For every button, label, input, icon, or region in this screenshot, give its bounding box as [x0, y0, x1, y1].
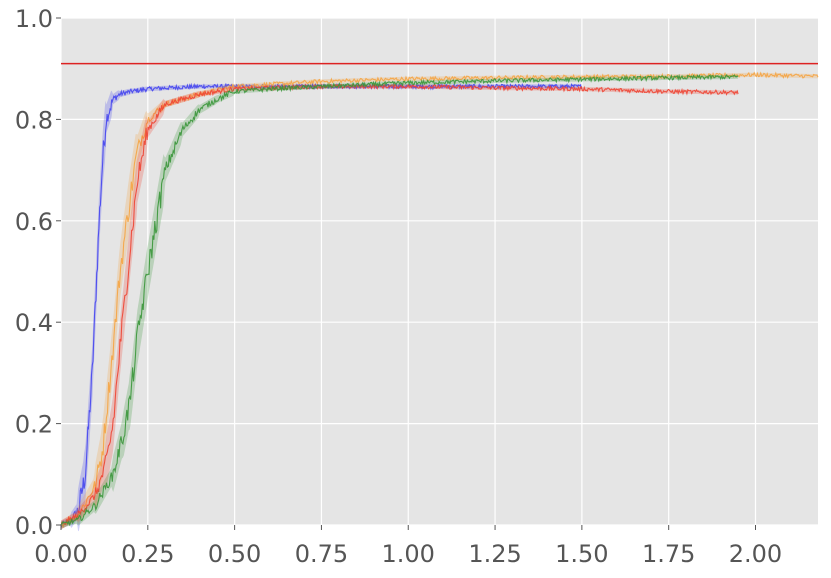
- y-tick-label: 0.8: [15, 106, 53, 134]
- series-path: [60, 73, 739, 527]
- x-tick-label: 0.00: [34, 540, 87, 568]
- x-axis-ticks: 0.00 0.25 0.50 0.75 1.00 1.25 1.50 1.75 2.00: [34, 525, 782, 568]
- x-tick-label: 2.00: [729, 540, 782, 568]
- x-tick-label: 1.00: [382, 540, 435, 568]
- series-path: [60, 82, 739, 525]
- y-tick-label: 0.0: [15, 512, 53, 540]
- x-tick-label: 0.25: [121, 540, 174, 568]
- y-tick-label: 0.2: [15, 411, 53, 439]
- x-tick-label: 1.25: [468, 540, 521, 568]
- x-tick-label: 0.75: [295, 540, 348, 568]
- plot-background: [61, 18, 818, 525]
- y-tick-label: 0.4: [15, 309, 53, 337]
- y-axis-ticks: 0.0 0.2 0.4 0.6 0.8 1.0: [15, 5, 61, 540]
- x-tick-label: 1.75: [642, 540, 695, 568]
- y-tick-label: 0.6: [15, 208, 53, 236]
- series-line: [60, 82, 739, 530]
- y-tick-label: 1.0: [15, 5, 53, 33]
- x-tick-label: 0.50: [208, 540, 261, 568]
- x-tick-label: 1.50: [555, 540, 608, 568]
- gridlines: [60, 17, 818, 526]
- series-line: [60, 73, 739, 529]
- series-layer: [60, 71, 819, 532]
